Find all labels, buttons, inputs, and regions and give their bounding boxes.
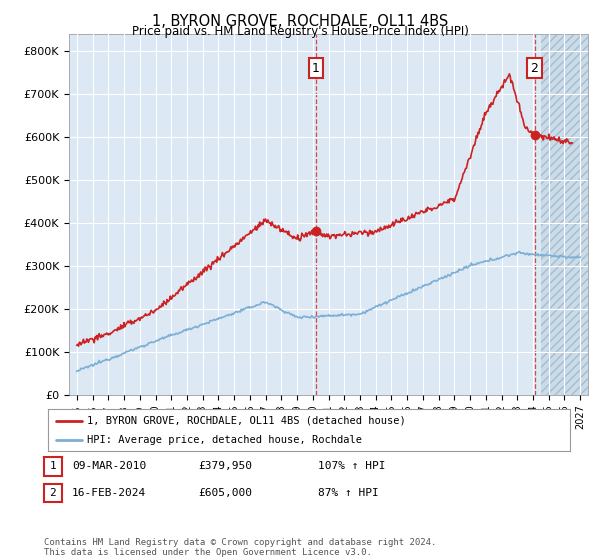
Text: 1, BYRON GROVE, ROCHDALE, OL11 4BS: 1, BYRON GROVE, ROCHDALE, OL11 4BS	[152, 14, 448, 29]
Text: 87% ↑ HPI: 87% ↑ HPI	[318, 488, 379, 498]
Text: 09-MAR-2010: 09-MAR-2010	[72, 461, 146, 472]
Text: Contains HM Land Registry data © Crown copyright and database right 2024.
This d: Contains HM Land Registry data © Crown c…	[44, 538, 436, 557]
Text: Price paid vs. HM Land Registry's House Price Index (HPI): Price paid vs. HM Land Registry's House …	[131, 25, 469, 38]
Text: 2: 2	[530, 62, 538, 74]
Text: 107% ↑ HPI: 107% ↑ HPI	[318, 461, 386, 472]
Text: 1: 1	[49, 461, 56, 472]
Text: £379,950: £379,950	[198, 461, 252, 472]
Text: 1: 1	[312, 62, 320, 74]
Bar	[541, 34, 590, 395]
Text: HPI: Average price, detached house, Rochdale: HPI: Average price, detached house, Roch…	[87, 435, 362, 445]
Text: 1, BYRON GROVE, ROCHDALE, OL11 4BS (detached house): 1, BYRON GROVE, ROCHDALE, OL11 4BS (deta…	[87, 416, 406, 426]
Text: 16-FEB-2024: 16-FEB-2024	[72, 488, 146, 498]
Text: £605,000: £605,000	[198, 488, 252, 498]
Text: 2: 2	[49, 488, 56, 498]
